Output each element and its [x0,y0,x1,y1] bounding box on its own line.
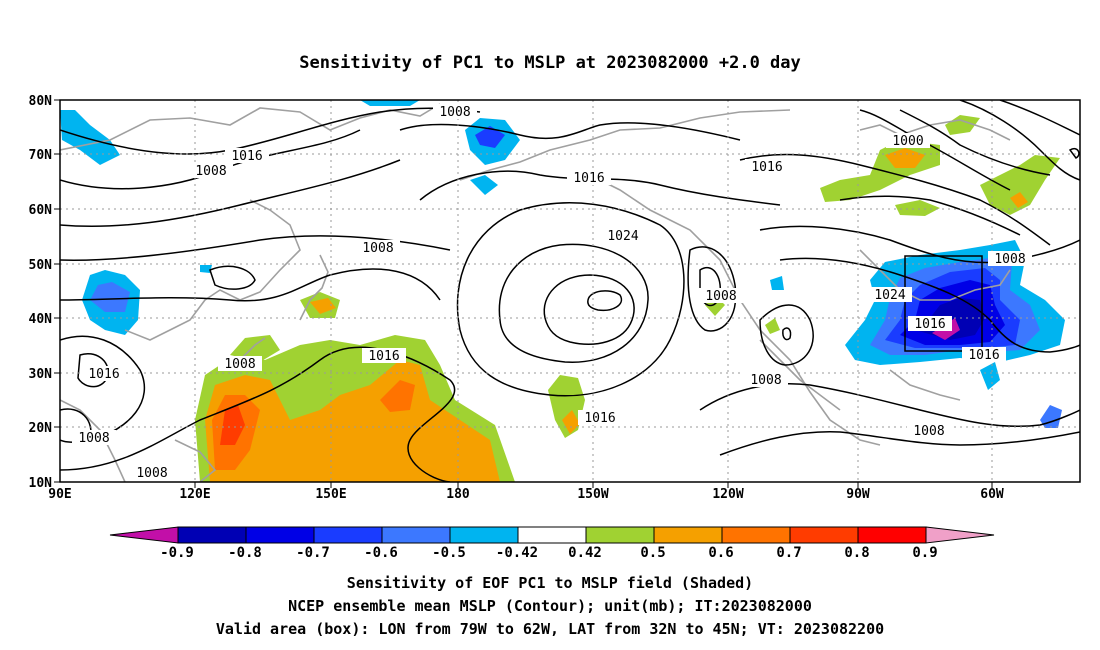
contour-label: 1008 [750,373,781,388]
contour-label: 1008 [195,164,226,179]
colorbar-segment [789,526,859,544]
colorbar-tick-label: 0.5 [640,545,665,561]
contour-label: 1008 [136,466,167,481]
colorbar-segment [449,526,519,544]
lon-tick-label: 60W [980,487,1004,502]
contour-label: 1016 [584,411,615,426]
colorbar-segment [653,526,723,544]
colorbar-tick-label: 0.8 [844,545,869,561]
lat-tick-label: 80N [29,94,53,109]
lon-tick-label: 120W [712,487,743,502]
contour-label: 1016 [88,367,119,382]
contour-label: 1008 [913,424,944,439]
contour-label: 1016 [231,149,262,164]
contour-label: 1024 [607,229,638,244]
colorbar-tick-label: -0.42 [496,545,538,561]
map-frame [59,99,1081,483]
colorbar-tick-label: 0.6 [708,545,733,561]
lon-tick-label: 180 [446,487,470,502]
contour-label: 1000 [892,134,923,149]
colorbar-tick-label: 0.42 [568,545,602,561]
contour-label: 1008 [994,252,1025,267]
colorbar-segment [925,526,995,544]
lon-tick-label: 120E [179,487,210,502]
lon-tick-label: 90W [846,487,870,502]
contour-label: 1024 [874,288,905,303]
colorbar-labels: -0.9 -0.8 -0.7 -0.6 -0.5 -0.42 0.42 0.5 … [160,545,938,561]
lon-axis: 90E 120E 150E 180 150W 120W 90W 60W [48,487,1004,502]
colorbar-segment [857,526,927,544]
valid-area-box [904,255,983,352]
colorbar-segment [517,526,587,544]
colorbar-segment [721,526,791,544]
colorbar-segment [245,526,315,544]
map-panel: 1008 1016 1008 1016 1024 1008 1016 1000 … [60,100,1080,482]
contour-label: 1016 [368,349,399,364]
lat-tick-label: 70N [29,148,53,163]
lat-tick-label: 50N [29,258,53,273]
lat-tick-label: 20N [29,421,53,436]
colorbar-segment [313,526,383,544]
contour-label: 1008 [439,105,470,120]
colorbar-segment [177,526,247,544]
colorbar-tick-label: -0.6 [364,545,398,561]
colorbar-segment [109,526,179,544]
chart-title: Sensitivity of PC1 to MSLP at 2023082000… [299,53,801,73]
contour-label: 1016 [573,171,604,186]
contour-label: 1016 [751,160,782,175]
coastlines [60,103,1011,482]
colorbar-segment [381,526,451,544]
contour-label: 1008 [78,431,109,446]
colorbar-tick-label: -0.5 [432,545,466,561]
colorbar-segment [585,526,655,544]
contour-label: 1008 [224,357,255,372]
colorbar-tick-label: 0.7 [776,545,801,561]
colorbar [109,526,995,544]
colorbar-tick-label: -0.8 [228,545,262,561]
contour-labels: 1008 1016 1008 1016 1024 1008 1016 1000 … [72,104,1032,481]
contour-label: 1008 [705,289,736,304]
colorbar-tick-label: -0.7 [296,545,330,561]
lon-ticks [194,482,993,488]
contour-label: 1016 [914,317,945,332]
lat-tick-label: 40N [29,312,53,327]
contour-label: 1008 [362,241,393,256]
lat-axis: 80N 70N 60N 50N 40N 30N 20N 10N [29,94,53,491]
lat-ticks [54,99,60,483]
lat-tick-label: 30N [29,367,53,382]
lon-tick-label: 90E [48,487,71,502]
lon-tick-label: 150W [577,487,608,502]
lon-tick-label: 150E [315,487,346,502]
lat-tick-label: 60N [29,203,53,218]
lat-tick-label: 10N [29,476,53,491]
caption-line-2: NCEP ensemble mean MSLP (Contour); unit(… [288,597,812,615]
colorbar-tick-label: -0.9 [160,545,194,561]
colorbar-tick-label: 0.9 [912,545,937,561]
caption-line-3: Valid area (box): LON from 79W to 62W, L… [216,620,884,638]
contour-label: 1016 [968,348,999,363]
caption-line-1: Sensitivity of EOF PC1 to MSLP field (Sh… [347,574,753,592]
